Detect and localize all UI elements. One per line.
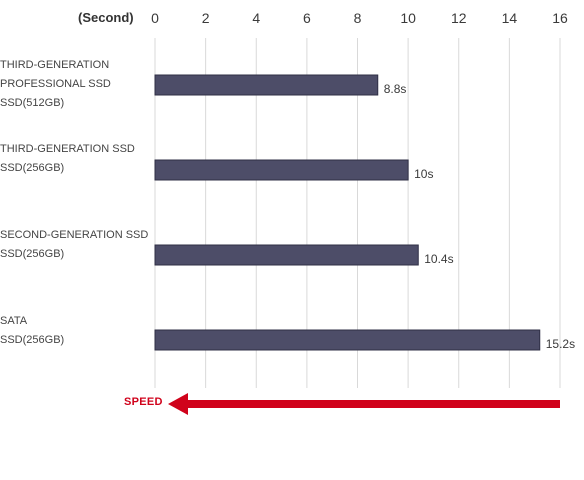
category-label: THIRD-GENERATION PROFESSIONAL SSD SSD(512G…	[0, 56, 152, 113]
category-label: THIRD-GENERATION SSD SSD(256GB)	[0, 140, 152, 178]
grid-lines	[154, 38, 561, 388]
category-label-line: PROFESSIONAL SSD	[0, 78, 111, 90]
speed-arrow-label: SPEED	[124, 396, 163, 408]
x-tick-label: 10	[400, 10, 416, 26]
x-tick-label: 6	[303, 10, 311, 26]
category-label-line: SECOND-GENERATION SSD	[0, 229, 149, 241]
category-label: SECOND-GENERATION SSD SSD(256GB)	[0, 226, 152, 264]
x-tick-label: 0	[151, 10, 159, 26]
category-label-line: SSD(256GB)	[0, 162, 65, 174]
category-label: SATA SSD(256GB)	[0, 312, 152, 350]
x-axis-ticks: 0 2 4 6 8 10 12 14 16	[151, 10, 568, 26]
category-label-line: THIRD-GENERATION	[0, 59, 110, 71]
bar-value-label: 10.4s	[424, 252, 453, 266]
bar-value-label: 10s	[414, 167, 433, 181]
speed-arrow-shaft	[186, 400, 560, 408]
x-tick-label: 2	[202, 10, 210, 26]
bar	[154, 244, 419, 266]
bar	[154, 159, 409, 181]
x-tick-label: 14	[502, 10, 518, 26]
x-tick-label: 8	[354, 10, 362, 26]
x-tick-label: 16	[552, 10, 568, 26]
x-axis-unit-label: (Second)	[78, 10, 134, 25]
bar	[154, 74, 379, 96]
category-label-line: SATA	[0, 315, 28, 327]
speed-arrow	[168, 393, 560, 415]
speed-arrow-head	[168, 393, 188, 415]
x-tick-label: 12	[451, 10, 467, 26]
category-label-line: SSD(256GB)	[0, 334, 65, 346]
bars	[154, 74, 541, 351]
bar	[154, 329, 541, 351]
bar-value-label: 15.2s	[546, 337, 575, 351]
x-tick-label: 4	[252, 10, 260, 26]
bar-value-label: 8.8s	[384, 82, 407, 96]
category-label-line: THIRD-GENERATION SSD	[0, 143, 135, 155]
category-label-line: SSD(256GB)	[0, 248, 65, 260]
value-labels: 8.8s 10s 10.4s 15.2s	[384, 82, 575, 351]
category-label-line: SSD(512GB)	[0, 97, 65, 109]
